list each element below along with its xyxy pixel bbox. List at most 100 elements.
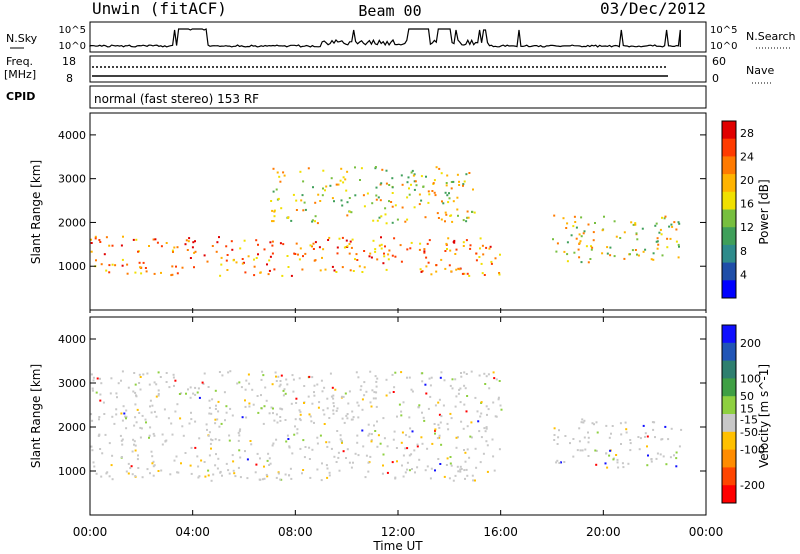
echo-cell: [243, 239, 246, 242]
echo-cell: [134, 416, 137, 419]
echo-cell: [215, 250, 218, 253]
echo-cell: [382, 417, 385, 420]
echo-cell: [670, 427, 673, 430]
echo-cell: [149, 472, 151, 475]
echo-cell: [245, 416, 248, 419]
echo-cell: [124, 415, 127, 418]
echo-cell: [120, 379, 122, 382]
echo-cell: [336, 252, 339, 255]
echo-cell: [152, 474, 155, 477]
echo-cell: [137, 467, 140, 469]
echo-cell: [346, 214, 349, 217]
echo-cell: [316, 383, 319, 386]
echo-cell: [279, 180, 282, 183]
echo-cell: [638, 448, 641, 451]
echo-cell: [484, 430, 487, 433]
echo-cell: [314, 259, 317, 262]
echo-cell: [387, 253, 390, 256]
colorbar-swatch: [722, 449, 736, 468]
echo-cell: [566, 241, 569, 244]
echo-cell: [189, 386, 192, 389]
echo-cell: [642, 250, 645, 253]
echo-cell: [167, 417, 170, 420]
echo-cell: [457, 436, 459, 439]
echo-cell: [592, 231, 595, 234]
echo-cell: [121, 419, 124, 422]
echo-cell: [656, 237, 659, 240]
echo-cell: [411, 430, 414, 433]
echo-cell: [612, 458, 615, 461]
echo-cell: [555, 250, 558, 253]
velocity-colorbar-label: Velocity [m s^-1]: [757, 364, 771, 468]
echo-cell: [623, 231, 626, 234]
echo-cell: [655, 240, 658, 243]
echo-cell: [425, 392, 428, 395]
echo-cell: [430, 467, 433, 470]
echo-cell: [444, 211, 447, 214]
echo-cell: [328, 471, 331, 474]
echo-cell: [133, 440, 136, 443]
echo-cell: [119, 434, 122, 437]
echo-cell: [391, 192, 394, 194]
echo-cell: [398, 403, 401, 406]
echo-cell: [360, 167, 363, 170]
echo-cell: [145, 270, 148, 273]
echo-cell: [480, 436, 483, 439]
echo-cell: [236, 382, 239, 385]
echo-cell: [370, 440, 373, 443]
echo-cell: [198, 437, 201, 440]
echo-cell: [490, 260, 493, 263]
echo-cell: [132, 390, 135, 393]
echo-cell: [273, 268, 276, 271]
echo-cell: [121, 370, 124, 373]
echo-cell: [620, 433, 623, 436]
echo-cell: [91, 387, 94, 390]
echo-cell: [497, 398, 500, 401]
echo-cell: [435, 270, 438, 273]
echo-cell: [458, 268, 461, 271]
echo-cell: [680, 428, 683, 431]
echo-cell: [122, 235, 124, 238]
echo-cell: [606, 246, 609, 249]
echo-cell: [102, 401, 105, 404]
echo-cell: [630, 221, 633, 224]
echo-cell: [609, 449, 612, 452]
echo-cell: [655, 222, 658, 225]
echo-cell: [609, 254, 612, 257]
echo-cell: [269, 462, 272, 465]
echo-cell: [345, 239, 348, 242]
echo-cell: [257, 411, 260, 414]
echo-cell: [440, 415, 443, 418]
echo-cell: [677, 256, 680, 259]
echo-cell: [340, 439, 343, 442]
time-axis-label: Time UT: [372, 539, 423, 553]
echo-cell: [388, 184, 391, 186]
echo-cell: [279, 380, 282, 382]
echo-cell: [574, 221, 577, 223]
echo-cell: [308, 413, 311, 416]
echo-cell: [553, 434, 556, 436]
echo-cell: [135, 421, 138, 424]
echo-cell: [276, 171, 279, 174]
echo-cell: [374, 248, 377, 251]
echo-cell: [342, 395, 345, 398]
echo-cell: [279, 419, 282, 422]
echo-cell: [587, 261, 590, 264]
echo-cell: [181, 266, 184, 269]
echo-cell: [125, 409, 128, 412]
echo-cell: [300, 199, 303, 202]
echo-cell: [391, 205, 394, 208]
echo-cell: [413, 449, 416, 452]
echo-cell: [227, 371, 230, 374]
echo-cell: [330, 447, 333, 450]
echo-cell: [208, 454, 211, 457]
echo-cell: [446, 174, 449, 177]
echo-cell: [317, 406, 320, 409]
echo-cell: [193, 251, 196, 254]
echo-cell: [216, 241, 219, 244]
echo-cell: [466, 210, 469, 213]
echo-cell: [290, 274, 293, 277]
echo-cell: [455, 248, 458, 251]
echo-cell: [231, 454, 234, 457]
echo-cell: [277, 471, 280, 474]
